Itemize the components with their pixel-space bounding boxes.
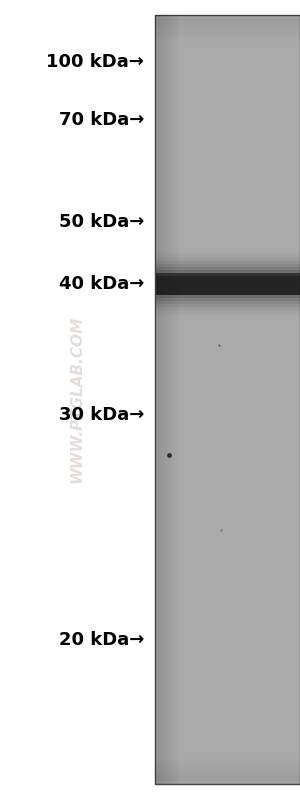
Bar [154,778,300,784]
Bar [172,15,176,784]
Bar [156,304,300,307]
Bar [163,15,167,784]
Text: 20 kDa→: 20 kDa→ [58,631,144,649]
Bar [154,15,300,784]
Bar [164,15,169,784]
Bar [154,763,300,769]
Bar [154,775,300,781]
Text: 50 kDa→: 50 kDa→ [58,213,144,231]
Bar [154,772,300,778]
Bar [169,15,172,784]
Bar [156,273,300,276]
Bar [154,33,300,39]
Bar [156,307,300,310]
Text: WWW.PTGLAB.COM: WWW.PTGLAB.COM [70,316,85,483]
Bar [154,766,300,772]
Bar [156,261,300,264]
Bar [156,316,300,319]
Bar [158,15,163,784]
Bar [156,273,300,295]
Bar [154,21,300,27]
Bar [154,24,300,30]
Bar [154,15,300,21]
Bar [156,264,300,267]
Bar [154,36,300,42]
Bar [156,255,300,258]
Bar [156,313,300,316]
Bar [157,15,160,784]
Bar [154,27,300,33]
Bar [154,30,300,36]
Bar [175,15,178,784]
Bar [154,760,300,766]
Bar [156,258,300,261]
Bar [156,298,300,301]
Bar [167,15,170,784]
Bar [156,295,300,298]
Bar [156,267,300,270]
Text: 100 kDa→: 100 kDa→ [46,53,144,71]
Text: 30 kDa→: 30 kDa→ [58,406,144,424]
Bar [154,18,300,24]
Bar [156,301,300,304]
Bar [170,15,175,784]
Text: 40 kDa→: 40 kDa→ [58,275,144,293]
Text: 70 kDa→: 70 kDa→ [58,111,144,129]
Bar [154,757,300,763]
Bar [156,249,300,252]
Bar [160,15,164,784]
Bar [156,252,300,255]
Bar [156,270,300,273]
Bar [154,769,300,775]
Bar [176,15,181,784]
Bar [156,310,300,313]
Bar [154,15,158,784]
